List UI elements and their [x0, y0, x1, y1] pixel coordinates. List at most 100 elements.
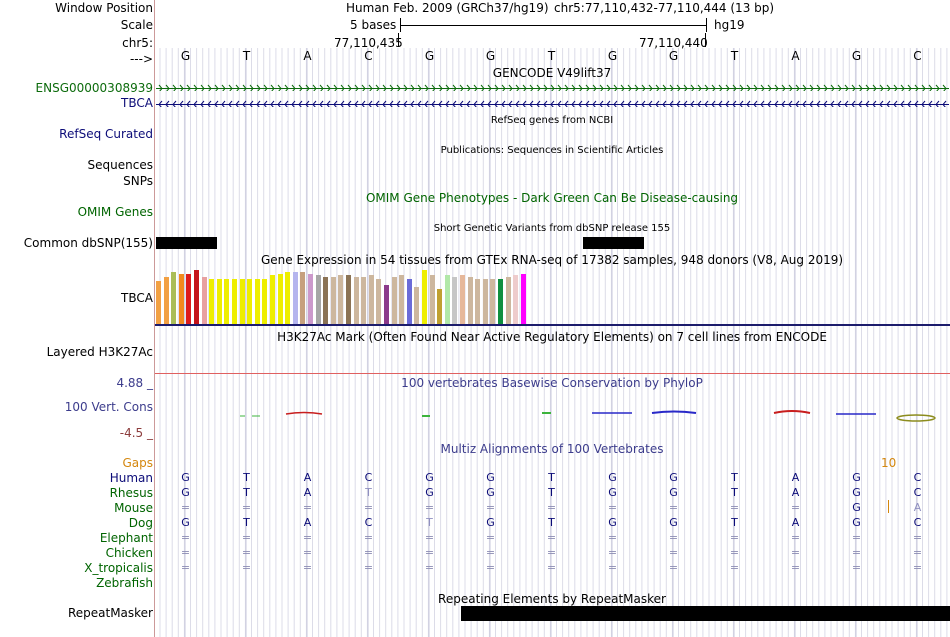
dbsnp-variant[interactable] — [583, 237, 644, 249]
gtex-tissue-bar[interactable] — [399, 275, 405, 324]
pubs-title: Publications: Sequences in Scientific Ar… — [440, 145, 664, 156]
arrow-left-icon — [774, 100, 779, 107]
arrow-right-icon — [795, 84, 800, 91]
arrow-right-icon — [508, 84, 513, 91]
gtex-tissue-bar[interactable] — [520, 274, 526, 324]
cons-wiggle[interactable] — [156, 404, 950, 424]
species-label[interactable]: Chicken — [105, 546, 153, 560]
gtex-tissue-bar[interactable] — [315, 275, 321, 324]
gtex-tissue-bar[interactable] — [186, 274, 192, 324]
gtex-tissue-bar[interactable] — [437, 289, 443, 324]
arrow-left-icon — [725, 100, 730, 107]
gtex-tissue-bar[interactable] — [285, 272, 291, 324]
arrow-left-icon — [410, 100, 415, 107]
h3k27-label[interactable]: Layered H3K27Ac — [46, 345, 153, 359]
sequences-label[interactable]: Sequences — [87, 158, 153, 172]
gtex-tissue-bar[interactable] — [376, 279, 382, 324]
gtex-tissue-bar[interactable] — [467, 277, 473, 324]
repeat-label[interactable]: RepeatMasker — [67, 606, 153, 620]
gtex-tissue-bar[interactable] — [292, 272, 298, 324]
gtex-tissue-bar[interactable] — [330, 277, 336, 324]
alignment-base: = — [424, 561, 435, 574]
species-label[interactable]: Zebrafish — [96, 576, 153, 590]
gtex-tissue-bar[interactable] — [361, 277, 367, 324]
alignment-base: = — [546, 561, 557, 574]
gtex-tissue-bar[interactable] — [232, 279, 237, 324]
gtex-tissue-bar[interactable] — [338, 275, 344, 324]
gtex-tissue-bar[interactable] — [490, 279, 496, 324]
gtex-tissue-bar[interactable] — [406, 279, 412, 324]
cons-label[interactable]: 100 Vert. Cons — [64, 400, 153, 414]
species-label[interactable]: X_tropicalis — [84, 561, 153, 575]
arrow-left-icon — [193, 100, 198, 107]
alignment-base: = — [546, 531, 557, 544]
repeat-element[interactable] — [461, 606, 950, 621]
arrow-right-icon — [179, 84, 184, 91]
gtex-tissue-bar[interactable] — [498, 279, 503, 324]
gtex-tissue-bar[interactable] — [444, 275, 450, 324]
gtex-tissue-bar[interactable] — [353, 277, 359, 324]
species-label[interactable]: Mouse — [114, 501, 153, 515]
gtex-tissue-bar[interactable] — [505, 277, 511, 324]
gtex-tissue-bar[interactable] — [247, 279, 253, 324]
dbsnp-variant[interactable] — [156, 237, 217, 249]
arrow-left-icon — [690, 100, 695, 107]
arrow-left-icon — [676, 100, 681, 107]
gtex-tissue-bar[interactable] — [216, 279, 222, 324]
refseq-label[interactable]: RefSeq Curated — [59, 127, 153, 141]
gaps-label[interactable]: Gaps — [122, 456, 153, 470]
gtex-tissue-bar[interactable] — [254, 279, 260, 324]
gtex-tissue-bar[interactable] — [308, 274, 313, 324]
species-label[interactable]: Elephant — [99, 531, 153, 545]
gtex-tissue-bar[interactable] — [368, 275, 374, 324]
gtex-tissue-bar[interactable] — [224, 279, 230, 324]
omim-label[interactable]: OMIM Genes — [77, 205, 153, 219]
gtex-tissue-bar[interactable] — [156, 281, 161, 324]
gtex-tissue-bar[interactable] — [171, 272, 177, 324]
gtex-tissue-bar[interactable] — [391, 277, 397, 324]
alignment-base: G — [181, 471, 190, 484]
snps-label[interactable]: SNPs — [123, 174, 153, 188]
gtex-tissue-bar[interactable] — [346, 275, 351, 324]
gene-tbca-label[interactable]: TBCA — [121, 96, 153, 110]
gtex-tissue-bar[interactable] — [475, 279, 481, 324]
gtex-tissue-bar[interactable] — [452, 277, 458, 324]
arrow-right-icon — [711, 84, 716, 91]
gtex-tissue-bar[interactable] — [300, 272, 306, 324]
arrow-left-icon — [403, 100, 408, 107]
species-label[interactable]: Human — [109, 471, 153, 485]
gtex-tissue-bar[interactable] — [262, 279, 268, 324]
arrow-left-icon — [424, 100, 429, 107]
gtex-tissue-bar[interactable] — [178, 274, 184, 324]
gtex-tissue-bar[interactable] — [270, 275, 275, 324]
gtex-tissue-bar[interactable] — [384, 285, 389, 324]
gtex-tissue-bar[interactable] — [194, 270, 199, 324]
gtex-tissue-bar[interactable] — [201, 277, 207, 324]
gene-tbca-track[interactable] — [156, 98, 949, 107]
gtex-bars[interactable] — [156, 268, 556, 324]
arrow-left-icon — [270, 100, 275, 107]
gtex-tissue-bar[interactable] — [323, 277, 329, 324]
alignment-base: C — [364, 471, 373, 484]
gtex-tissue-bar[interactable] — [163, 277, 169, 324]
alignment-base: = — [790, 561, 801, 574]
gtex-tissue-bar[interactable] — [209, 279, 215, 324]
gtex-tissue-bar[interactable] — [482, 279, 488, 324]
gtex-label[interactable]: TBCA — [121, 291, 153, 305]
gtex-tissue-bar[interactable] — [422, 270, 427, 324]
dbsnp-label[interactable]: Common dbSNP(155) — [23, 236, 153, 250]
gtex-tissue-bar[interactable] — [460, 275, 465, 324]
arrow-right-icon — [571, 84, 576, 91]
arrow-right-icon — [207, 84, 212, 91]
gene-ensg-track[interactable] — [156, 82, 949, 91]
gtex-tissue-bar[interactable] — [414, 287, 420, 324]
species-label[interactable]: Rhesus — [109, 486, 153, 500]
gtex-tissue-bar[interactable] — [277, 274, 283, 324]
arrow-left-icon — [865, 100, 870, 107]
gtex-tissue-bar[interactable] — [513, 275, 519, 324]
gene-ensg-label[interactable]: ENSG00000308939 — [35, 81, 153, 95]
gtex-tissue-bar[interactable] — [239, 279, 245, 324]
species-label[interactable]: Dog — [128, 516, 153, 530]
gtex-tissue-bar[interactable] — [429, 275, 435, 324]
window-coords[interactable]: chr5:77,110,432-77,110,444 (13 bp) — [554, 1, 775, 15]
